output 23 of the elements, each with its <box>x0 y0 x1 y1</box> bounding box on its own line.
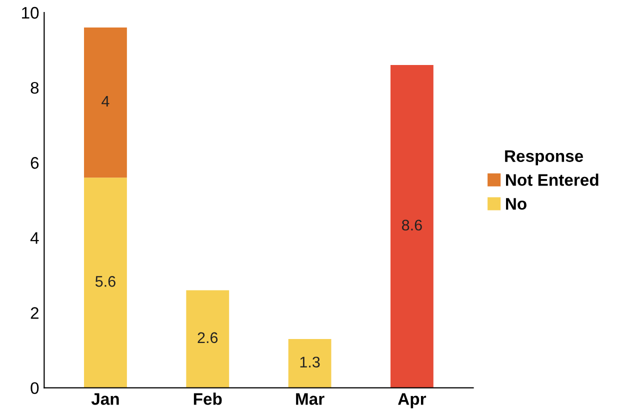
y-tick-label: 6 <box>30 157 39 169</box>
y-tick-label: 8 <box>30 82 39 94</box>
bar <box>84 28 127 178</box>
bar <box>186 290 230 388</box>
x-tick-label: Mar <box>296 393 324 405</box>
data-label: 1.3 <box>300 356 320 368</box>
x-tick-label: Feb <box>194 392 222 405</box>
bar <box>390 65 434 388</box>
y-tick-label: 4 <box>30 232 39 244</box>
x-tick-label: Apr <box>398 393 426 408</box>
data-label: 8.6 <box>402 220 422 231</box>
y-tick-label: 10 <box>22 6 39 19</box>
data-label: 5.6 <box>95 276 116 287</box>
legend-label: Not Entered <box>506 174 598 186</box>
legend-title: Response <box>505 150 584 166</box>
y-tick-label: 2 <box>30 307 38 319</box>
legend-label: No <box>506 198 526 210</box>
data-label: 4 <box>102 96 110 107</box>
y-tick-label: 0 <box>30 382 39 394</box>
bar <box>288 339 332 388</box>
x-tick-label: Jan <box>91 393 119 405</box>
data-label: 2.6 <box>198 332 218 344</box>
bar <box>84 178 127 388</box>
